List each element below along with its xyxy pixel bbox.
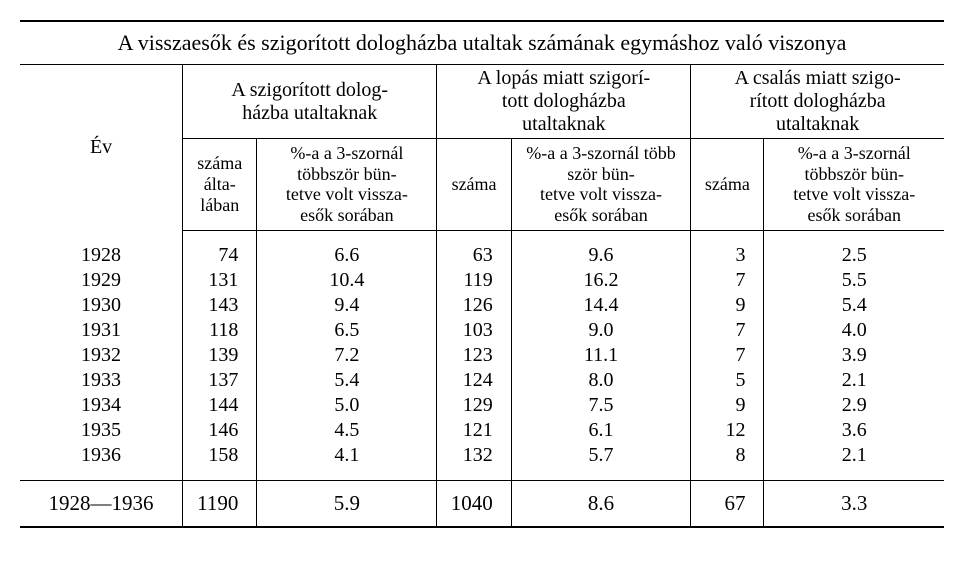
cell-c2: 121 <box>437 418 511 443</box>
total-c3: 8.6 <box>511 480 691 527</box>
header-g1-n: száma álta-lában <box>183 139 257 231</box>
cell-c2: 124 <box>437 368 511 393</box>
total-c5: 3.3 <box>764 480 944 527</box>
cell-c2: 123 <box>437 343 511 368</box>
header-g2-n: száma <box>437 139 511 231</box>
table-caption: A visszaesők és szigorított dologházba u… <box>20 21 944 65</box>
cell-c2: 119 <box>437 268 511 293</box>
cell-year: 1931 <box>20 318 183 343</box>
table-row: 1928746.6639.632.5 <box>20 230 944 268</box>
cell-year: 1932 <box>20 343 183 368</box>
cell-c5: 5.5 <box>764 268 944 293</box>
cell-c0: 137 <box>183 368 257 393</box>
cell-c1: 7.2 <box>257 343 437 368</box>
cell-c3: 9.0 <box>511 318 691 343</box>
cell-c5: 5.4 <box>764 293 944 318</box>
header-g3-p: %-a a 3-szornál többször bün-tetve volt … <box>764 139 944 231</box>
cell-year: 1934 <box>20 393 183 418</box>
cell-c1: 9.4 <box>257 293 437 318</box>
header-group-1: A szigorított dolog-házba utaltaknak <box>183 65 437 139</box>
header-g1-p: %-a a 3-szornál többször bün-tetve volt … <box>257 139 437 231</box>
cell-c1: 5.4 <box>257 368 437 393</box>
cell-c5: 2.1 <box>764 443 944 481</box>
cell-c1: 4.1 <box>257 443 437 481</box>
cell-year: 1928 <box>20 230 183 268</box>
cell-c5: 2.5 <box>764 230 944 268</box>
table-row: 19311186.51039.074.0 <box>20 318 944 343</box>
table-row: 19331375.41248.052.1 <box>20 368 944 393</box>
table-row: 19321397.212311.173.9 <box>20 343 944 368</box>
table-row: 19361584.11325.782.1 <box>20 443 944 481</box>
cell-c5: 3.9 <box>764 343 944 368</box>
cell-c0: 139 <box>183 343 257 368</box>
cell-c4: 8 <box>691 443 764 481</box>
cell-c0: 144 <box>183 393 257 418</box>
table-row: 19341445.01297.592.9 <box>20 393 944 418</box>
cell-c3: 14.4 <box>511 293 691 318</box>
cell-c0: 158 <box>183 443 257 481</box>
cell-c4: 7 <box>691 343 764 368</box>
cell-c2: 126 <box>437 293 511 318</box>
cell-c1: 6.6 <box>257 230 437 268</box>
cell-c4: 9 <box>691 393 764 418</box>
cell-c2: 103 <box>437 318 511 343</box>
cell-c2: 132 <box>437 443 511 481</box>
cell-c4: 7 <box>691 318 764 343</box>
cell-c5: 2.9 <box>764 393 944 418</box>
total-c0: 1190 <box>183 480 257 527</box>
cell-c4: 12 <box>691 418 764 443</box>
header-year: Év <box>20 65 183 231</box>
header-g3-n: száma <box>691 139 764 231</box>
header-group-2: A lopás miatt szigorí-tott dologházbauta… <box>437 65 691 139</box>
cell-c1: 10.4 <box>257 268 437 293</box>
cell-c5: 3.6 <box>764 418 944 443</box>
total-c2: 1040 <box>437 480 511 527</box>
cell-c2: 63 <box>437 230 511 268</box>
recidivism-table: A visszaesők és szigorított dologházba u… <box>20 20 944 528</box>
cell-c4: 3 <box>691 230 764 268</box>
cell-year: 1933 <box>20 368 183 393</box>
cell-c3: 7.5 <box>511 393 691 418</box>
cell-c0: 118 <box>183 318 257 343</box>
total-c4: 67 <box>691 480 764 527</box>
cell-year: 1929 <box>20 268 183 293</box>
cell-c2: 129 <box>437 393 511 418</box>
cell-c4: 7 <box>691 268 764 293</box>
cell-c0: 146 <box>183 418 257 443</box>
cell-c0: 74 <box>183 230 257 268</box>
cell-c0: 143 <box>183 293 257 318</box>
header-g2-p: %-a a 3-szornál több ször bün-tetve volt… <box>511 139 691 231</box>
cell-c3: 8.0 <box>511 368 691 393</box>
cell-year: 1936 <box>20 443 183 481</box>
cell-c0: 131 <box>183 268 257 293</box>
cell-c1: 6.5 <box>257 318 437 343</box>
table-row: 192913110.411916.275.5 <box>20 268 944 293</box>
cell-c4: 9 <box>691 293 764 318</box>
table-row: 19351464.51216.1123.6 <box>20 418 944 443</box>
cell-c5: 2.1 <box>764 368 944 393</box>
cell-c1: 4.5 <box>257 418 437 443</box>
cell-c3: 6.1 <box>511 418 691 443</box>
cell-year: 1935 <box>20 418 183 443</box>
cell-c3: 11.1 <box>511 343 691 368</box>
cell-c4: 5 <box>691 368 764 393</box>
total-year: 1928—1936 <box>20 480 183 527</box>
total-c1: 5.9 <box>257 480 437 527</box>
cell-c1: 5.0 <box>257 393 437 418</box>
cell-c5: 4.0 <box>764 318 944 343</box>
cell-c3: 9.6 <box>511 230 691 268</box>
cell-c3: 5.7 <box>511 443 691 481</box>
cell-c3: 16.2 <box>511 268 691 293</box>
table-total-row: 1928—1936 1190 5.9 1040 8.6 67 3.3 <box>20 480 944 527</box>
header-group-3: A csalás miatt szigo-rított dologházbaut… <box>691 65 944 139</box>
table-row: 19301439.412614.495.4 <box>20 293 944 318</box>
cell-year: 1930 <box>20 293 183 318</box>
